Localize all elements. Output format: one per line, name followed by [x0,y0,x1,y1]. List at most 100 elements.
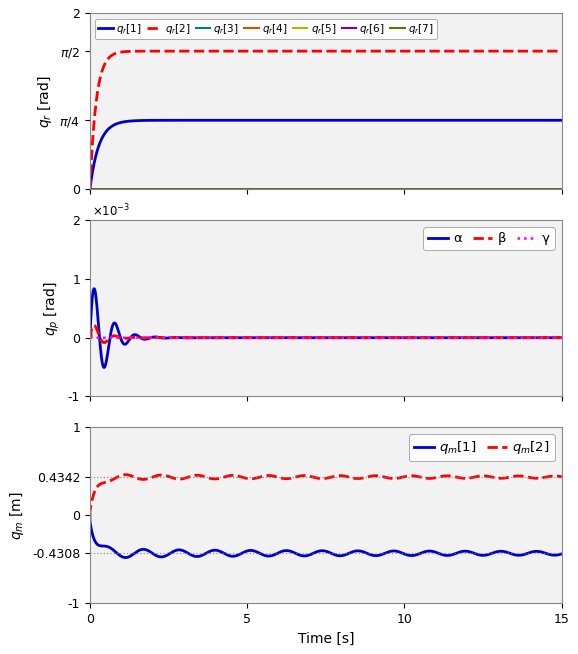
$q_r$[5] [168,186,175,194]
$q_r$[3] [288,186,295,194]
$q_r$[1] [86,186,93,194]
Legend: α, β, γ: α, β, γ [423,227,555,250]
$q_r$[1] [423,116,430,124]
$q_r$[4] [558,186,565,194]
γ [288,334,295,341]
$q_m$[2] [498,474,505,482]
α [549,334,556,341]
$q_m$[1] [140,545,147,553]
α [498,334,505,341]
$q_r$[6] [558,186,565,194]
β [498,334,505,341]
Line: β: β [90,325,562,343]
α [101,364,108,371]
$q_r$[5] [86,186,93,194]
β [101,339,108,347]
$q_m$[1] [498,547,505,555]
β [86,334,93,341]
$q_r$[5] [498,186,505,194]
$q_r$[2] [558,47,565,55]
$q_r$[7] [86,186,93,194]
$q_r$[2] [86,186,93,194]
Legend: $q_m$[1], $q_m$[2]: $q_m$[1], $q_m$[2] [409,434,555,462]
γ [168,334,175,341]
$q_r$[1] [498,116,505,124]
$q_r$[4] [86,186,93,194]
α [288,334,295,341]
$q_m$[1] [288,547,295,555]
$q_m$[2] [558,473,565,481]
$q_r$[3] [268,186,275,194]
γ [86,334,93,341]
$q_r$[5] [268,186,275,194]
$q_r$[3] [168,186,175,194]
$q_r$[2] [168,47,175,55]
Line: $q_m$[2]: $q_m$[2] [90,475,562,515]
Line: $q_m$[1]: $q_m$[1] [90,515,562,558]
Line: $q_r$[1]: $q_r$[1] [90,120,562,190]
$q_m$[1] [122,554,129,562]
$q_r$[1] [168,116,175,124]
$q_m$[2] [122,471,129,479]
$q_r$[6] [288,186,295,194]
Text: $\times 10^{-3}$: $\times 10^{-3}$ [92,203,131,220]
$q_r$[5] [140,186,147,194]
α [558,334,565,341]
$q_r$[6] [549,186,556,194]
$q_r$[3] [86,186,93,194]
$q_r$[6] [168,186,175,194]
$q_r$[7] [549,186,556,194]
$q_r$[5] [549,186,556,194]
β [549,334,556,341]
α [140,336,147,343]
$q_r$[7] [498,186,505,194]
β [558,334,565,341]
$q_r$[3] [498,186,505,194]
γ [140,334,147,341]
$q_r$[2] [322,47,329,55]
$q_r$[2] [549,47,556,55]
Y-axis label: $q_r$ [rad]: $q_r$ [rad] [36,75,54,128]
$q_r$[4] [498,186,505,194]
$q_r$[4] [140,186,147,194]
$q_r$[4] [268,186,275,194]
$q_m$[1] [558,550,565,558]
γ [558,334,565,341]
$q_r$[7] [288,186,295,194]
$q_r$[1] [140,116,147,124]
β [140,334,147,342]
$q_r$[2] [140,47,147,55]
$q_r$[7] [168,186,175,194]
$q_r$[7] [140,186,147,194]
$q_r$[7] [558,186,565,194]
$q_r$[4] [288,186,295,194]
$q_r$[1] [268,116,275,124]
$q_r$[1] [549,116,556,124]
$q_r$[2] [288,47,295,55]
$q_r$[7] [268,186,275,194]
β [169,334,176,341]
X-axis label: Time [s]: Time [s] [298,632,354,645]
$q_r$[6] [498,186,505,194]
$q_m$[1] [86,511,93,519]
$q_r$[6] [140,186,147,194]
γ [549,334,556,341]
γ [268,334,275,341]
$q_r$[3] [558,186,565,194]
$q_r$[3] [549,186,556,194]
Line: $q_r$[2]: $q_r$[2] [90,51,562,190]
$q_r$[2] [268,47,275,55]
Legend: $q_r$[1], $q_r$[2], $q_r$[3], $q_r$[4], $q_r$[5], $q_r$[6], $q_r$[7]: $q_r$[1], $q_r$[2], $q_r$[3], $q_r$[4], … [95,18,437,39]
$q_m$[2] [549,472,556,480]
$q_r$[5] [558,186,565,194]
$q_r$[1] [558,116,565,124]
$q_m$[2] [140,475,147,483]
$q_m$[1] [549,551,556,559]
$q_m$[2] [288,474,295,482]
γ [498,334,505,341]
$q_r$[6] [268,186,275,194]
α [169,334,176,341]
$q_m$[2] [168,473,175,481]
$q_m$[1] [168,549,175,557]
$q_m$[2] [268,472,275,479]
